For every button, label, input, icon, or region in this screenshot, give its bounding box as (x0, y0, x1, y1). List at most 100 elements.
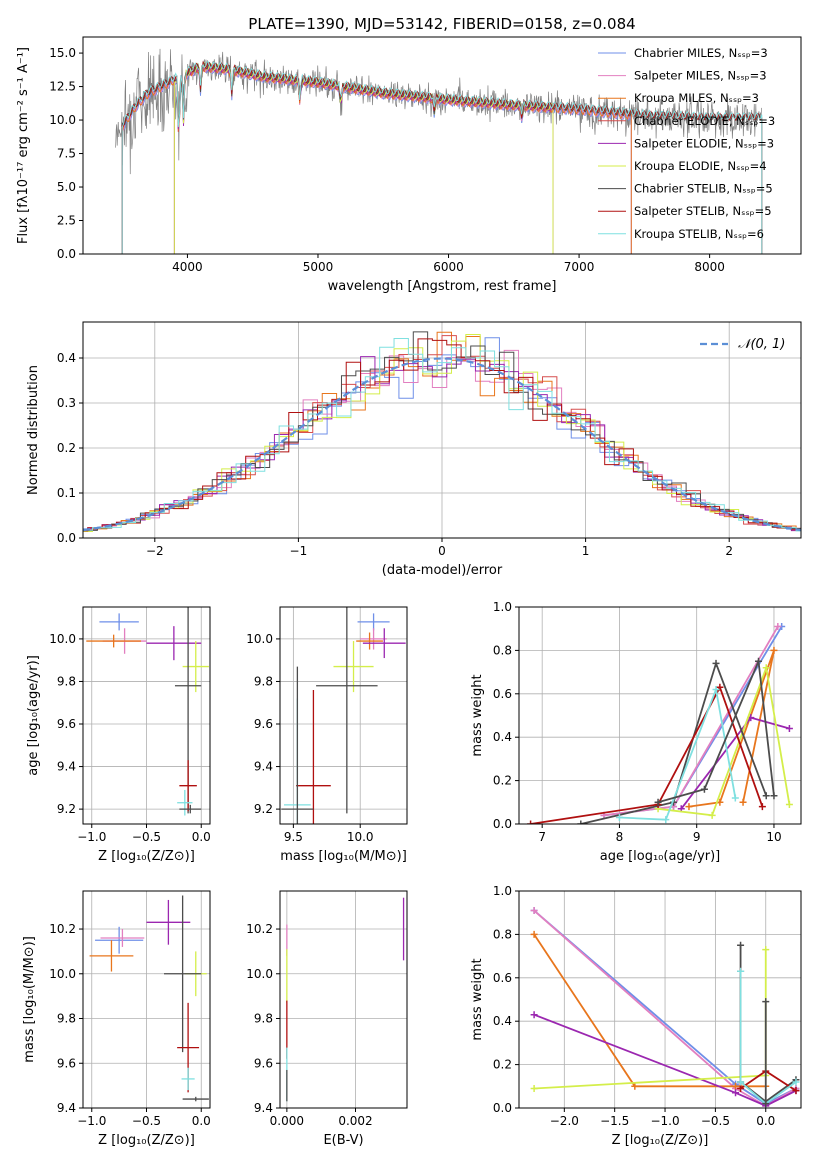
plot-frame (279, 606, 408, 825)
errorbar-point (177, 789, 193, 816)
x-tick-label: −0.5 (132, 830, 161, 844)
plot-frame (518, 606, 802, 825)
mass-weight-line (603, 626, 779, 817)
x-tick-label: −0.5 (132, 1114, 161, 1128)
plot-frame (82, 36, 802, 255)
age-vs-Z-plot-area (86, 607, 209, 816)
model-spectrum-line (121, 65, 632, 254)
mass-weight-marker (737, 967, 745, 975)
x-tick-label: −2.0 (550, 1114, 579, 1128)
mass-weight-marker (762, 792, 770, 800)
mass-weight-marker (530, 907, 538, 915)
y-tick-label: 0.2 (493, 774, 512, 788)
x-axis-label: (data-model)/error (382, 563, 503, 578)
mass-weight-marker (737, 1078, 745, 1086)
age-vs-mass-axes: 9.5 10.0 9.2 9.4 9.6 9.8 10.0 mass [log₁₀(M/M⊙)… (246, 607, 407, 864)
mass-weight-marker (762, 664, 770, 672)
errorbar-point (333, 641, 374, 693)
mass-weight-marker (770, 792, 778, 800)
errorbar-point (164, 895, 202, 1053)
y-tick-label: 9.8 (254, 1012, 273, 1026)
errorbar-point (146, 899, 191, 945)
y-tick-label: 10.0 (246, 967, 273, 981)
errorbar-point (356, 632, 383, 650)
mass-weight-marker (530, 930, 538, 938)
y-axis-label: Normed distribution (26, 365, 41, 495)
errorbar-point (362, 628, 406, 659)
y-tick-label: 0.2 (57, 441, 76, 455)
x-tick-label: −1 (290, 544, 308, 558)
mass-weight-marker (762, 1100, 770, 1108)
mass-weight-vs-age-plot-area (527, 623, 793, 824)
mass-weight-line (739, 945, 797, 1103)
mass-weight-marker (770, 646, 778, 654)
errorbar-point (86, 634, 142, 648)
mass-weight-marker (712, 685, 720, 693)
mass-weight-marker (737, 941, 745, 949)
y-tick-label: 0.0 (57, 247, 76, 261)
mass-weight-marker (685, 803, 693, 811)
x-axis-label: age [log₁₀(age/yr)] (600, 849, 721, 864)
mass-weight-marker (700, 785, 708, 793)
mass-weight-marker (732, 1082, 740, 1090)
mass-weight-marker (774, 623, 782, 631)
y-tick-label: 0.0 (493, 1101, 512, 1115)
errorbar-point (179, 760, 197, 812)
errorbar-point (95, 926, 144, 954)
mass-weight-line (688, 650, 775, 808)
errorbar-point (89, 940, 134, 972)
model-spectrum-line (121, 64, 632, 254)
mass-weight-marker (708, 811, 716, 819)
legend-entry: 𝒩(0, 1) (738, 337, 785, 352)
mass-weight-line (530, 685, 764, 824)
plot-frame (82, 321, 802, 539)
legend-entry: Kroupa ELODIE, Nₛₛₚ=4 (634, 159, 767, 173)
mass-weight-marker (792, 1078, 800, 1086)
mass-weight-marker (577, 820, 585, 824)
y-tick-label: 0.2 (493, 1058, 512, 1072)
y-axis-label: mass weight (470, 674, 485, 756)
legend-entry: Kroupa MILES, Nₛₛₚ=3 (634, 91, 759, 105)
legend-entry: Chabrier MILES, Nₛₛₚ=3 (634, 46, 768, 60)
mass-weight-marker (712, 659, 720, 667)
x-tick-label: 1 (582, 544, 590, 558)
mass-weight-marker (731, 794, 739, 802)
x-tick-label: 0.0 (192, 830, 211, 844)
errorbar-point (296, 689, 331, 824)
legend-entry: Salpeter STELIB, Nₛₛₚ=5 (634, 204, 772, 218)
y-tick-label: 0.6 (493, 687, 512, 701)
mass-vs-Z-axes: −1.0 −0.5 0.0 9.4 9.6 9.8 10.0 10.2 Z [log₁₀(Z/Z… (22, 891, 211, 1148)
chart-title: PLATE=1390, MJD=53142, FIBERID=0158, z=0… (248, 15, 635, 33)
x-tick-label: 0.0 (192, 1114, 211, 1128)
mass-weight-line (580, 660, 768, 824)
mass-weight-marker (530, 1084, 538, 1092)
mass-weight-marker (527, 820, 535, 824)
x-tick-label: 0.0 (756, 1114, 775, 1128)
mass-vs-EBV-axes: 0.000 0.002 9.4 9.6 9.8 10.0 10.2 E(B-V) (246, 891, 407, 1148)
y-tick-label: 9.6 (57, 717, 76, 731)
legend-entry: Salpeter ELODIE, Nₛₛₚ=3 (634, 136, 774, 150)
x-tick-label: 0.000 (270, 1114, 304, 1128)
y-tick-label: 1.0 (493, 600, 512, 614)
x-tick-label: −1.0 (77, 1114, 106, 1128)
spectrum-legend: Chabrier MILES, Nₛₛₚ=3 Salpeter MILES, Nₛ… (598, 46, 775, 241)
x-tick-label: −1.5 (600, 1114, 629, 1128)
y-tick-label: 9.4 (57, 1101, 76, 1115)
legend-entry: Chabrier STELIB, Nₛₛₚ=5 (634, 182, 773, 196)
plot-frame (518, 890, 802, 1109)
histogram-step (83, 338, 801, 532)
spectrum-axes: 4000 5000 6000 7000 8000 0.0 2.5 5.0 7.5 10.0 12.5… (16, 15, 725, 294)
y-tick-label: 10.0 (49, 632, 76, 646)
y-tick-label: 10.2 (246, 922, 273, 936)
legend-entry: Kroupa STELIB, Nₛₛₚ=6 (634, 227, 764, 241)
x-tick-label: 4000 (172, 260, 203, 274)
legend-entry: Salpeter MILES, Nₛₛₚ=3 (634, 69, 767, 83)
errorbar-point (182, 641, 209, 693)
mass-weight-line (534, 949, 767, 1090)
errorbar-point (360, 628, 387, 650)
y-tick-label: 15.0 (49, 46, 76, 60)
y-tick-label: 9.6 (57, 1056, 76, 1070)
y-tick-label: 0.4 (493, 730, 512, 744)
x-axis-label: Z [log₁₀(Z/Z⊙)] (98, 1133, 195, 1148)
